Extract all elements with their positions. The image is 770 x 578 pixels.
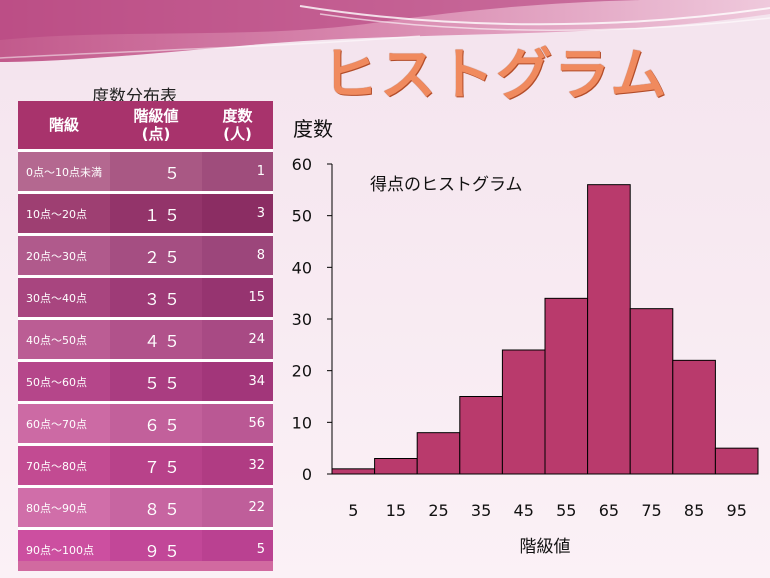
table-row: 60点～70点 ６５ 56 bbox=[18, 404, 273, 443]
frequency-cell: 24 bbox=[202, 320, 273, 359]
y-tick-label: 60 bbox=[292, 155, 312, 174]
chart-title: 得点のヒストグラム bbox=[370, 175, 523, 195]
histogram-bar bbox=[416, 432, 461, 475]
frequency-cell: 34 bbox=[202, 362, 273, 401]
x-axis-label: 階級値 bbox=[520, 537, 571, 557]
histogram-bar bbox=[331, 468, 376, 475]
frequency-cell: 22 bbox=[202, 488, 273, 527]
table-row: 0点～10点未満 ５ 1 bbox=[18, 152, 273, 191]
table-row: 80点～90点 ８５ 22 bbox=[18, 488, 273, 527]
y-tick-label: 0 bbox=[302, 465, 312, 484]
frequency-cell: 8 bbox=[202, 236, 273, 275]
histogram-bar bbox=[374, 458, 418, 475]
row-separator bbox=[18, 149, 273, 152]
header-frequency: 度数 (人) bbox=[202, 101, 273, 149]
table-row: 20点～30点 ２５ 8 bbox=[18, 236, 273, 275]
class-value-cell: ５ bbox=[110, 152, 202, 191]
y-tick-label: 50 bbox=[292, 207, 312, 226]
y-tick-label: 20 bbox=[292, 362, 312, 381]
histogram-bar bbox=[629, 308, 674, 475]
x-tick-label: 35 bbox=[471, 501, 491, 520]
frequency-cell: 1 bbox=[202, 152, 273, 191]
class-range-cell: 40点～50点 bbox=[18, 320, 110, 359]
table-row: 30点～40点 ３５ 15 bbox=[18, 278, 273, 317]
row-separator bbox=[18, 359, 273, 362]
histogram-bar bbox=[459, 396, 503, 475]
frequency-cell: 32 bbox=[202, 446, 273, 485]
row-separator bbox=[18, 443, 273, 446]
class-range-cell: 10点～20点 bbox=[18, 194, 110, 233]
class-value-cell: ８５ bbox=[110, 488, 202, 527]
y-tick-label: 30 bbox=[292, 310, 312, 329]
x-tick-label: 5 bbox=[348, 501, 358, 520]
x-tick-label: 85 bbox=[684, 501, 704, 520]
header-class-value: 階級値 (点) bbox=[110, 101, 202, 149]
y-axis-label: 度数 bbox=[293, 117, 333, 141]
header-banner bbox=[0, 0, 770, 80]
table-bottom-strip bbox=[18, 561, 273, 571]
frequency-cell: 3 bbox=[202, 194, 273, 233]
class-range-cell: 20点～30点 bbox=[18, 236, 110, 275]
row-separator bbox=[18, 275, 273, 278]
slide-title: ヒストグラム bbox=[322, 43, 669, 108]
class-value-cell: ５５ bbox=[110, 362, 202, 401]
class-range-cell: 80点～90点 bbox=[18, 488, 110, 527]
class-value-cell: ７５ bbox=[110, 446, 202, 485]
histogram-bar bbox=[501, 349, 546, 475]
frequency-table: 階級 階級値 (点) 度数 (人) 0点～10点未満 ５ 1 10点～20点 １５ 3 20… bbox=[18, 101, 273, 569]
x-tick-label: 75 bbox=[641, 501, 661, 520]
class-value-cell: ３５ bbox=[110, 278, 202, 317]
frequency-cell: 56 bbox=[202, 404, 273, 443]
table-row: 40点～50点 ４５ 24 bbox=[18, 320, 273, 359]
class-value-cell: １５ bbox=[110, 194, 202, 233]
x-tick-label: 15 bbox=[386, 501, 406, 520]
frequency-cell: 15 bbox=[202, 278, 273, 317]
class-range-cell: 50点～60点 bbox=[18, 362, 110, 401]
x-tick-label: 95 bbox=[727, 501, 747, 520]
histogram-bar bbox=[714, 447, 759, 475]
y-tick-label: 40 bbox=[292, 258, 312, 277]
class-range-cell: 0点～10点未満 bbox=[18, 152, 110, 191]
table-row: 10点～20点 １５ 3 bbox=[18, 194, 273, 233]
histogram-bar bbox=[544, 297, 589, 475]
class-range-cell: 70点～80点 bbox=[18, 446, 110, 485]
table-row: 70点～80点 ７５ 32 bbox=[18, 446, 273, 485]
x-tick-label: 25 bbox=[428, 501, 448, 520]
row-separator bbox=[18, 527, 273, 530]
row-separator bbox=[18, 401, 273, 404]
class-range-cell: 60点～70点 bbox=[18, 404, 110, 443]
row-separator bbox=[18, 317, 273, 320]
x-tick-label: 55 bbox=[556, 501, 576, 520]
table-row: 50点～60点 ５５ 34 bbox=[18, 362, 273, 401]
banner-swoosh bbox=[0, 0, 770, 80]
row-separator bbox=[18, 485, 273, 488]
row-separator bbox=[18, 233, 273, 236]
x-tick-label: 65 bbox=[599, 501, 619, 520]
class-value-cell: ６５ bbox=[110, 404, 202, 443]
histogram-bar bbox=[672, 359, 716, 475]
row-separator bbox=[18, 191, 273, 194]
class-value-cell: ４５ bbox=[110, 320, 202, 359]
histogram-bar bbox=[587, 184, 631, 475]
header-class: 階級 bbox=[18, 101, 110, 149]
x-tick-label: 45 bbox=[514, 501, 534, 520]
class-value-cell: ２５ bbox=[110, 236, 202, 275]
class-range-cell: 30点～40点 bbox=[18, 278, 110, 317]
y-tick-label: 10 bbox=[292, 413, 312, 432]
